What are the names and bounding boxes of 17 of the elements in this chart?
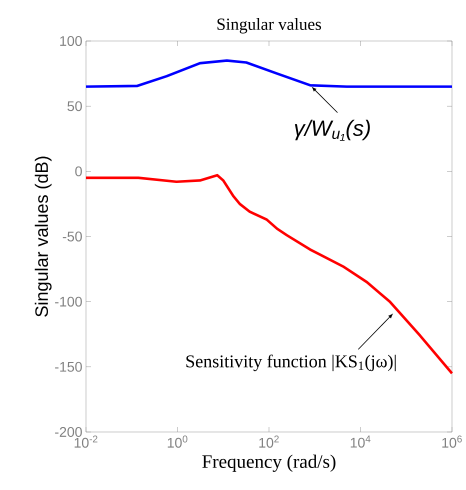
annotation: γ/W$_{u₁}$(s)	[294, 120, 370, 141]
y-tick-label: 50	[67, 101, 82, 112]
x-tick-label: 10$^{2}$	[259, 436, 279, 448]
y-axis-title: Singular values (dB)	[34, 156, 52, 317]
y-tick-label: -150	[55, 362, 82, 372]
x-tick-label: 10$^{0}$	[168, 436, 188, 448]
annotation: Sensitivity function |KS$_{1}$(jω)|	[186, 354, 396, 372]
x-tick-label: 10$^{6}$	[442, 436, 462, 448]
y-tick-label: 0	[75, 166, 82, 176]
x-axis-title: Frequency (rad/s)	[202, 454, 336, 472]
y-tick-label: -50	[62, 232, 82, 242]
y-tick-label: -200	[55, 427, 82, 437]
x-tick-label: 10$^{4}$	[350, 436, 370, 448]
y-tick-label: 100	[60, 36, 82, 46]
chart-title: Singular values	[217, 18, 322, 34]
x-tick-label: 10$^{-2}$	[74, 436, 98, 448]
y-tick-label: -100	[55, 296, 82, 307]
